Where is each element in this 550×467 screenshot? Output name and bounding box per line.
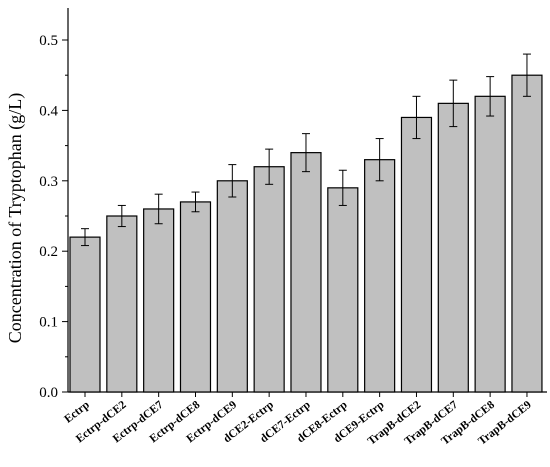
error-bar [449, 79, 458, 128]
y-tick-label: 0.2 [39, 244, 58, 260]
bar [290, 152, 322, 393]
error-bar [191, 191, 200, 213]
error-bar [265, 148, 274, 185]
y-axis-title: Concentration of Tryptophan (g/L) [5, 93, 26, 343]
x-ticks: EctrpEctrp-dCE2Ectrp-dCE7Ectrp-dCE8Ectrp… [62, 392, 534, 448]
error-bar [338, 169, 347, 206]
error-bar [228, 164, 237, 198]
bar [143, 208, 175, 393]
bars [69, 74, 543, 393]
x-tick-label: Ectrp [62, 399, 92, 426]
y-tick-label: 0.4 [39, 103, 58, 119]
bar [400, 116, 433, 393]
y-tick-label: 0.0 [39, 385, 58, 401]
error-bar [81, 228, 89, 247]
bar [253, 166, 285, 393]
error-bar [301, 133, 310, 173]
bar [437, 102, 469, 393]
bar [216, 180, 248, 393]
bar [474, 95, 506, 393]
error-bar [117, 204, 126, 228]
bar [327, 187, 359, 393]
y-tick-label: 0.5 [39, 33, 58, 49]
error-bars [81, 53, 531, 247]
y-tick-label: 0.1 [39, 315, 58, 331]
error-bar [154, 193, 163, 225]
bar [106, 215, 138, 393]
bar [179, 201, 212, 393]
bar [69, 236, 101, 393]
error-bar [412, 95, 421, 140]
error-bar [522, 53, 531, 97]
y-tick-label: 0.3 [39, 174, 58, 190]
error-bar [486, 76, 495, 117]
y-ticks: 0.0 0.1 0.2 0.3 0.4 0.5 [39, 33, 68, 401]
bar [364, 159, 396, 393]
bar [511, 74, 543, 393]
error-bar [375, 138, 384, 182]
